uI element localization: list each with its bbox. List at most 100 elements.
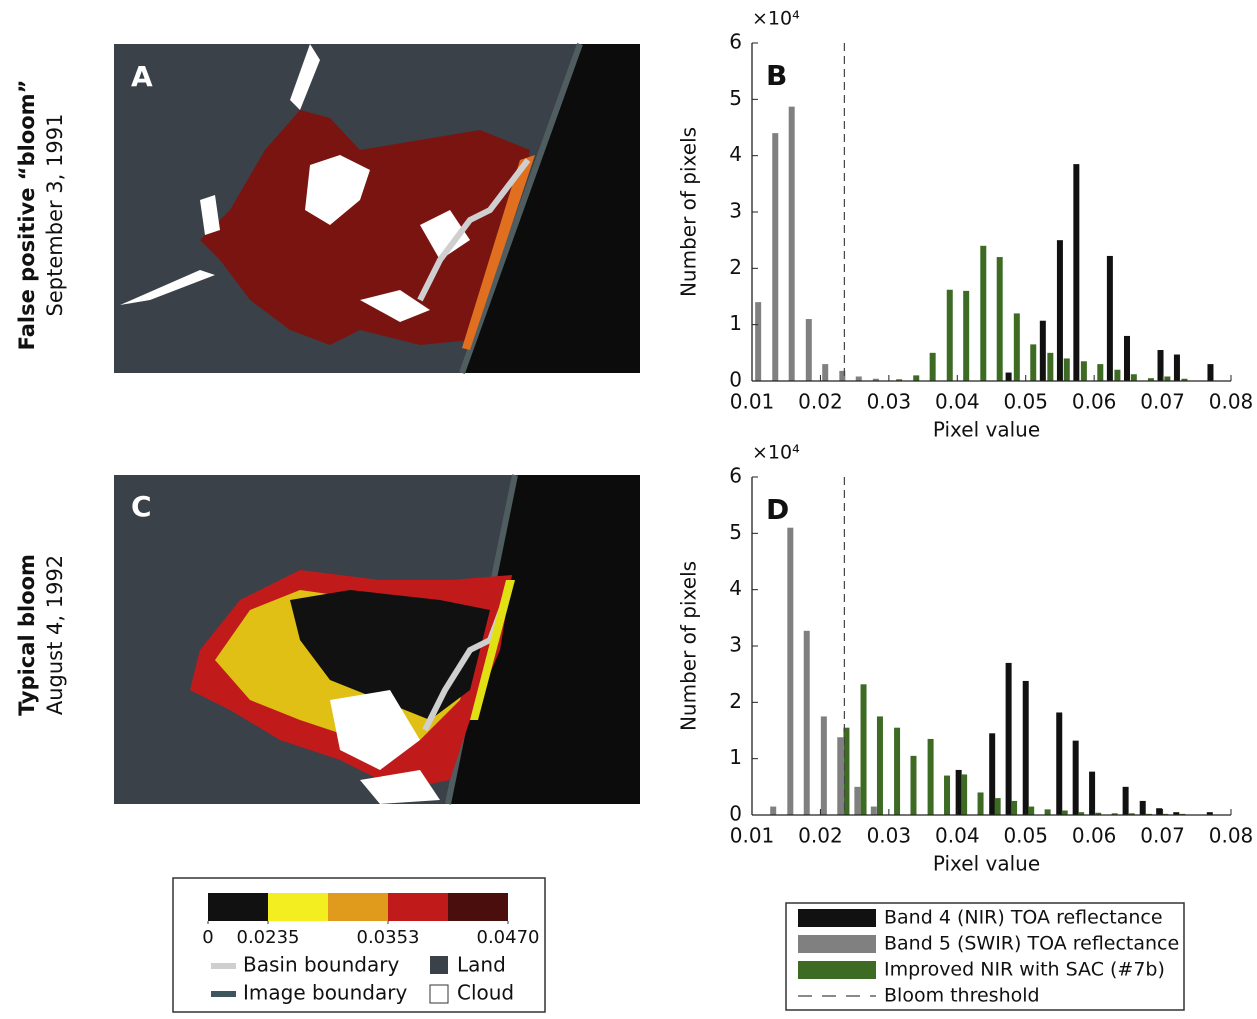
bar bbox=[1056, 712, 1062, 815]
bar bbox=[1131, 374, 1137, 381]
x-tick-label: 0.07 bbox=[1140, 824, 1185, 848]
y-tick-label: 1 bbox=[729, 745, 742, 769]
bar bbox=[770, 807, 776, 815]
x-tick-label: 0.01 bbox=[730, 824, 775, 848]
x-axis-label: Pixel value bbox=[933, 418, 1040, 442]
bar bbox=[989, 733, 995, 815]
bar bbox=[871, 807, 877, 815]
bar bbox=[1164, 376, 1170, 381]
x-tick-label: 0.02 bbox=[798, 824, 843, 848]
colorbar-label: 0.0470 bbox=[477, 927, 540, 948]
bar bbox=[1028, 807, 1034, 815]
y-axis-label: Number of pixels bbox=[677, 561, 701, 731]
x-tick-label: 0.06 bbox=[1072, 824, 1117, 848]
bar bbox=[861, 684, 867, 815]
legend-text: Cloud bbox=[457, 981, 514, 1005]
bar bbox=[1045, 809, 1051, 815]
y-tick-label: 3 bbox=[729, 633, 742, 657]
y-tick-label: 1 bbox=[729, 311, 742, 335]
x-tick-label: 0.04 bbox=[935, 824, 980, 848]
y-multiplier: ×10⁴ bbox=[752, 442, 800, 464]
bar bbox=[1011, 801, 1017, 815]
colorbar-label: 0.0353 bbox=[357, 927, 420, 948]
map-a: A bbox=[114, 44, 640, 373]
x-tick-label: 0.07 bbox=[1140, 390, 1185, 414]
map-label: C bbox=[131, 490, 152, 523]
bar bbox=[913, 375, 919, 381]
row-subtitle: August 4, 1992 bbox=[43, 555, 67, 715]
x-tick-label: 0.03 bbox=[867, 824, 912, 848]
bar bbox=[1073, 164, 1079, 381]
bar bbox=[997, 257, 1003, 381]
bar bbox=[1097, 364, 1103, 381]
bar bbox=[910, 756, 916, 815]
legend-text: Land bbox=[457, 953, 506, 977]
row-title: Typical bloom bbox=[15, 554, 39, 716]
bar bbox=[789, 107, 795, 381]
x-tick-label: 0.03 bbox=[867, 390, 912, 414]
y-axis-label: Number of pixels bbox=[677, 127, 701, 297]
row-subtitle: September 3, 1991 bbox=[43, 114, 67, 317]
y-tick-label: 4 bbox=[729, 576, 742, 600]
bar bbox=[854, 787, 860, 815]
bar bbox=[928, 739, 934, 815]
x-tick-label: 0.06 bbox=[1072, 390, 1117, 414]
x-tick-label: 0.05 bbox=[1003, 824, 1048, 848]
x-tick-label: 0.08 bbox=[1209, 390, 1254, 414]
x-tick-label: 0.02 bbox=[798, 390, 843, 414]
bar bbox=[804, 631, 810, 815]
colorbar-label: 0.0235 bbox=[237, 927, 300, 948]
bar bbox=[961, 774, 967, 815]
x-axis-label: Pixel value bbox=[933, 852, 1040, 876]
bar bbox=[1124, 336, 1130, 381]
bar bbox=[894, 728, 900, 815]
y-tick-label: 5 bbox=[729, 520, 742, 544]
bar bbox=[1057, 240, 1063, 381]
bar bbox=[877, 716, 883, 815]
bar bbox=[1023, 681, 1029, 815]
y-tick-label: 0 bbox=[729, 368, 742, 392]
colorbar-segment bbox=[448, 893, 508, 921]
bar bbox=[1006, 663, 1012, 815]
bar bbox=[1156, 808, 1162, 815]
y-tick-label: 6 bbox=[729, 30, 742, 54]
bar bbox=[1107, 256, 1113, 381]
bar bbox=[787, 528, 793, 815]
map-label: A bbox=[131, 60, 153, 93]
colorbar-segment bbox=[208, 893, 268, 921]
bar bbox=[1140, 801, 1146, 815]
legend-text: Basin boundary bbox=[243, 953, 399, 977]
legend-text: Bloom threshold bbox=[884, 985, 1040, 1007]
map-c: C bbox=[114, 475, 640, 804]
bar bbox=[944, 776, 950, 815]
colorbar-segment bbox=[268, 893, 328, 921]
bar bbox=[980, 246, 986, 381]
bar bbox=[1030, 344, 1036, 381]
y-tick-label: 4 bbox=[729, 142, 742, 166]
bar bbox=[1040, 321, 1046, 381]
bar bbox=[1174, 355, 1180, 381]
legend-text: Band 5 (SWIR) TOA reflectance bbox=[884, 933, 1179, 955]
bar bbox=[755, 302, 761, 381]
figure: False positive “bloom” September 3, 1991… bbox=[0, 0, 1257, 1015]
y-tick-label: 3 bbox=[729, 199, 742, 223]
y-tick-label: 0 bbox=[729, 802, 742, 826]
legend-text: Image boundary bbox=[243, 981, 407, 1005]
bar bbox=[772, 133, 778, 381]
colorbar-segment bbox=[388, 893, 448, 921]
bar bbox=[1089, 772, 1095, 815]
colorbar-label: 0 bbox=[202, 927, 213, 948]
bar bbox=[1123, 787, 1129, 815]
row-title: False positive “bloom” bbox=[15, 80, 39, 351]
bar bbox=[806, 319, 812, 381]
legend-swatch bbox=[798, 909, 876, 927]
bar bbox=[1062, 810, 1068, 815]
bar bbox=[956, 770, 962, 815]
x-tick-label: 0.05 bbox=[1003, 390, 1048, 414]
bar bbox=[821, 716, 827, 815]
bar bbox=[1073, 741, 1079, 815]
y-tick-label: 5 bbox=[729, 86, 742, 110]
x-tick-label: 0.04 bbox=[935, 390, 980, 414]
bar bbox=[995, 798, 1001, 815]
